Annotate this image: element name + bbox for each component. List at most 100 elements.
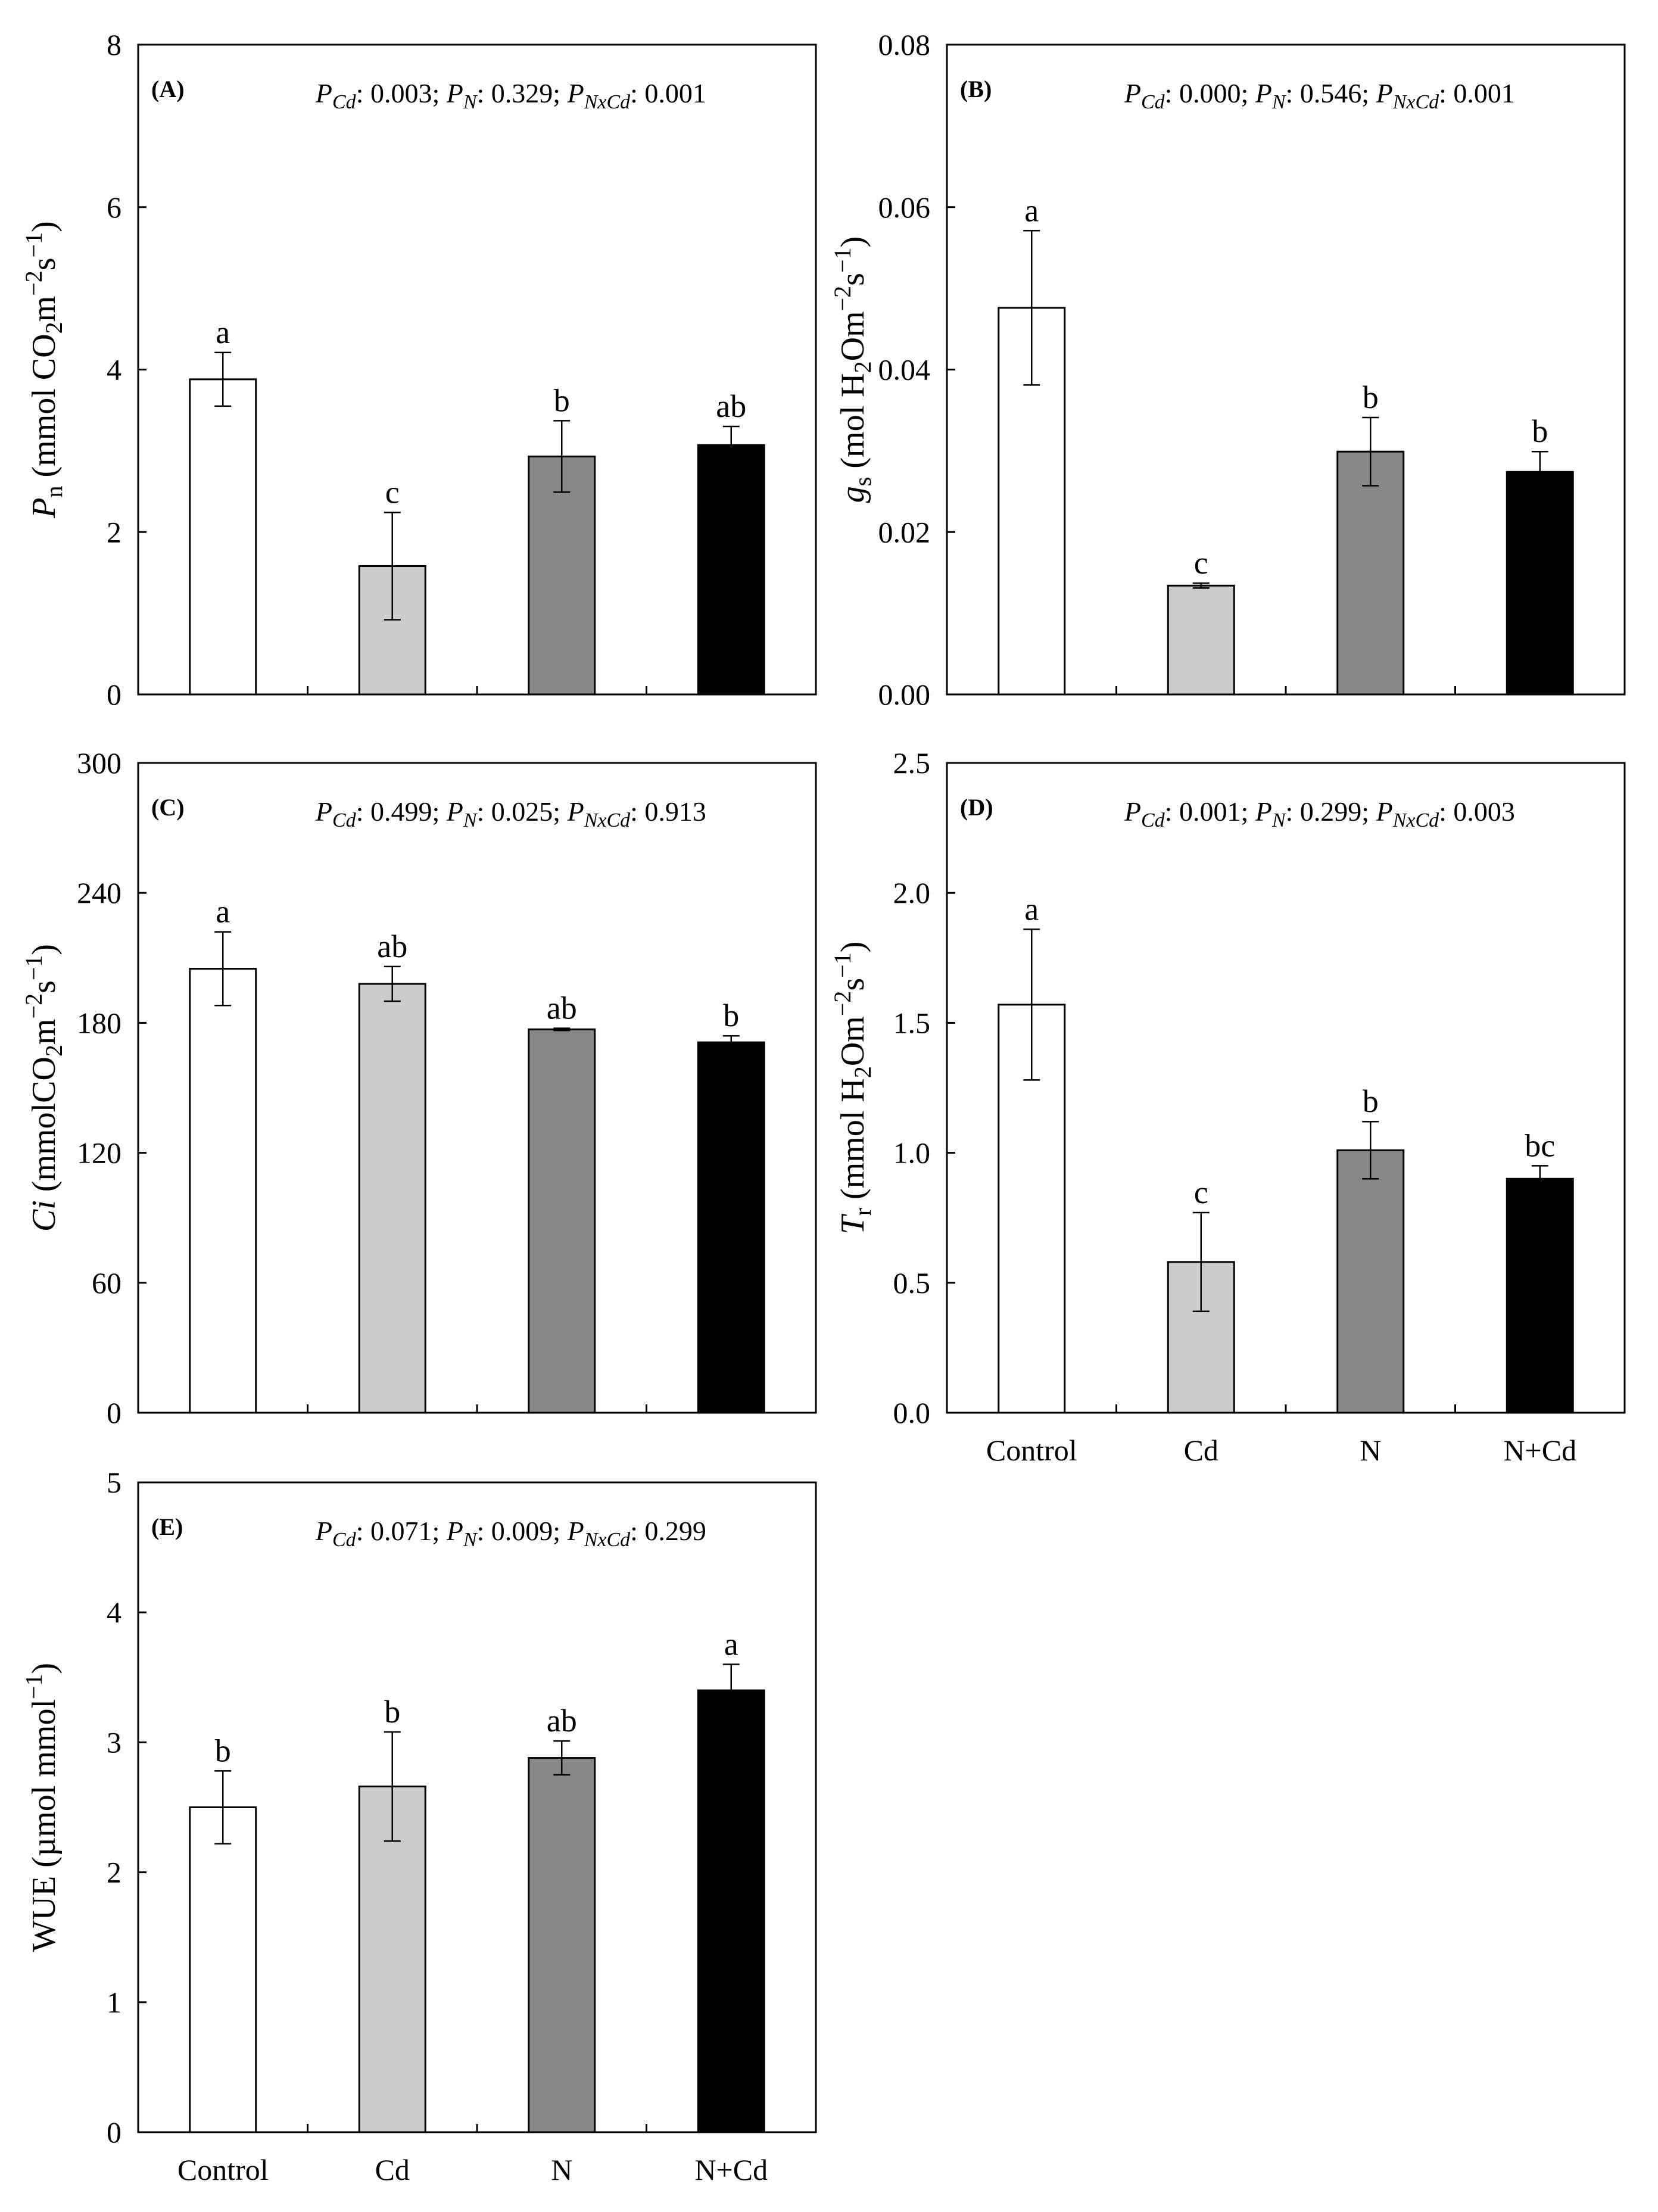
error-bar-n [553,420,571,493]
y-tick-label: 8 [107,28,121,61]
y-tick-label: 60 [92,1266,121,1300]
category-label-ncd: N+Cd [694,2153,768,2186]
bar-n [528,1757,596,2133]
y-tick-label: 0.04 [878,353,931,387]
y-tick-label: 2 [107,515,121,549]
error-bar-control [1023,230,1040,386]
category-label-ncd: N+Cd [1503,1434,1576,1467]
y-tick-label: 0 [107,678,121,711]
panel-c: 0 60 120 180 240 300 a ab ab b (C) PCd: 0.499; PN: … [20,746,817,1429]
y-tick-label: 300 [77,746,121,780]
y-tick-label: 4 [107,1596,121,1629]
significance-letter-cd: c [1194,1174,1208,1210]
panel-label: (A) [151,76,185,102]
significance-letter-ncd: b [723,998,739,1033]
error-bar-cd [384,1731,401,1842]
error-bar-ncd [722,1663,740,1718]
y-tick-label: 0 [107,1396,121,1429]
category-label-control: Control [177,2153,269,2186]
significance-letter-ncd: b [1532,413,1548,449]
bar-ncd [1506,1177,1574,1414]
error-bar-cd [1192,1211,1210,1313]
error-bar-control [214,931,232,1007]
error-bar-control [214,351,232,407]
y-axis-title: Ci (mmolCO2m−2s−1) [20,944,67,1232]
y-tick-label: 3 [107,1725,121,1759]
significance-letter-n: ab [547,990,577,1026]
y-tick-label: 240 [77,876,121,909]
y-tick-label: 0 [107,2116,121,2149]
y-tick-label: 1.0 [893,1136,931,1170]
y-tick-label: 1.5 [893,1006,931,1039]
error-bar-ncd [1531,450,1548,493]
error-bar-control [214,1770,232,1845]
bar-control [189,967,257,1414]
category-label-n: N [551,2153,572,2186]
p-statistics: PCd: 0.003; PN: 0.329; PNxCd: 0.001 [315,78,706,113]
significance-letter-cd: c [385,475,400,510]
error-bar-cd [1192,582,1210,589]
bar-ncd [697,1041,765,1414]
significance-letter-control: a [216,314,230,350]
y-tick-label: 5 [107,1466,121,1499]
y-tick-label: 0.0 [893,1396,931,1429]
bar-cd [358,983,426,1414]
error-bar-n [1362,1120,1379,1180]
panel-label: (D) [960,794,993,821]
y-tick-label: 6 [107,191,121,224]
p-statistics: PCd: 0.001; PN: 0.299; PNxCd: 0.003 [1124,796,1515,831]
error-bar-n [553,1027,571,1032]
significance-letter-cd: c [1194,545,1208,581]
category-label-cd: Cd [375,2153,410,2186]
significance-letter-ncd: ab [716,388,746,424]
panel-e: 0 1 2 3 4 5 b Control b Cd ab Na N+Cd (E) PCd: 0.071; … [20,1466,817,2186]
significance-letter-n: b [1363,1083,1379,1119]
error-bar-cd [384,512,401,621]
error-bar-cd [384,965,401,1002]
y-axis-title: gs (mol H2Om−2s−1) [829,236,876,503]
y-axis-title: Pn (mmol CO2m−2s−1) [20,221,67,518]
bar-n [528,1028,596,1414]
significance-letter-control: b [215,1733,231,1768]
error-bar-n [553,1740,571,1776]
significance-letter-n: b [554,382,570,418]
bar-ncd [1506,471,1574,696]
bar-control [189,378,257,696]
bar-n [1336,450,1405,696]
y-tick-label: 2.0 [893,876,931,909]
panel-label: (C) [151,794,185,821]
bar-cd [1167,584,1235,696]
y-tick-label: 1 [107,1986,121,2019]
p-statistics: PCd: 0.000; PN: 0.546; PNxCd: 0.001 [1124,78,1515,113]
y-tick-label: 2.5 [893,746,931,780]
bar-ncd [697,1689,765,2133]
category-label-n: N [1360,1434,1381,1467]
error-bar-control [1023,929,1040,1081]
y-tick-label: 0.08 [878,28,931,61]
panel-label: (B) [960,76,992,102]
p-statistics: PCd: 0.071; PN: 0.009; PNxCd: 0.299 [315,1516,706,1551]
significance-letter-ncd: a [724,1626,738,1662]
panel-a: 0 2 4 6 8 a c b ab (A) PCd: 0.003; PN: 0.329; PNxC… [20,28,817,711]
significance-letter-control: a [1024,891,1039,927]
panel-d: 0.0 0.5 1.0 1.5 2.0 2.5 a Control c Cd b Nbc N+Cd (D)… [829,746,1626,1467]
error-bar-ncd [1531,1165,1548,1193]
significance-letter-control: a [216,894,230,930]
y-tick-label: 0.00 [878,678,931,711]
significance-letter-n: ab [547,1703,577,1739]
significance-letter-ncd: bc [1525,1127,1555,1163]
panel-label: (E) [151,1513,183,1540]
y-tick-label: 4 [107,353,121,387]
y-tick-label: 0.02 [878,515,931,549]
error-bar-ncd [722,1035,740,1050]
significance-letter-cd: b [384,1694,400,1730]
significance-letter-cd: ab [377,929,407,964]
bar-ncd [697,444,765,696]
bar-n [528,455,596,696]
error-bar-ncd [722,425,740,465]
y-axis-title: Tr (mmol H2Om−2s−1) [829,942,876,1235]
error-bar-n [1362,416,1379,487]
panel-b: 0.00 0.02 0.04 0.06 0.08 a c b b (B) PCd: 0.000; P… [829,28,1626,711]
y-tick-label: 0.5 [893,1266,931,1300]
